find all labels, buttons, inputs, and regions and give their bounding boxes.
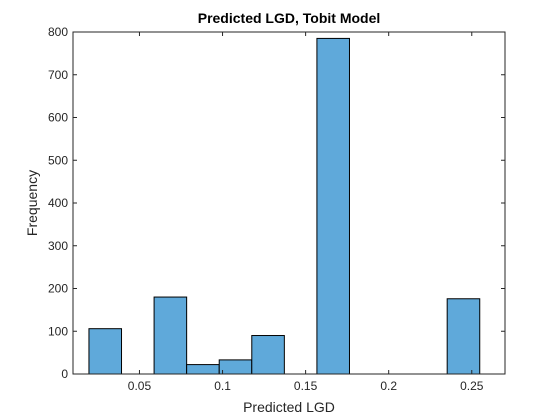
axes-box (72, 31, 506, 375)
histogram-bar (186, 364, 220, 375)
histogram-bar (218, 359, 253, 375)
y-axis-ticks: 0 100 200 300 400 500 600 700 800 (48, 25, 505, 381)
histogram-bar (251, 335, 285, 375)
y-tick-label: 600 (48, 111, 68, 125)
chart-title: Predicted LGD, Tobit Model (198, 10, 381, 26)
x-tick-label: 0.1 (214, 379, 231, 393)
x-tick-label: 0.25 (460, 379, 484, 393)
x-axis-label: Predicted LGD (243, 399, 335, 415)
y-tick-label: 0 (61, 367, 68, 381)
histogram-bar (446, 298, 481, 375)
y-tick-label: 200 (48, 282, 68, 296)
y-tick-label: 500 (48, 153, 68, 167)
x-axis-ticks: 0.05 0.1 0.15 0.2 0.25 (128, 32, 484, 393)
y-tick-label: 100 (48, 324, 68, 338)
y-tick-label: 800 (48, 25, 68, 39)
x-tick-label: 0.2 (380, 379, 397, 393)
y-axis-label: Frequency (24, 170, 40, 236)
histogram-bar (153, 296, 188, 375)
x-tick-label: 0.15 (294, 379, 318, 393)
histogram-bar (316, 37, 350, 375)
y-tick-label: 700 (48, 68, 68, 82)
x-tick-label: 0.05 (128, 379, 152, 393)
histogram-bar (88, 328, 123, 375)
y-tick-label: 400 (48, 196, 68, 210)
y-tick-label: 300 (48, 239, 68, 253)
bars-group (88, 37, 481, 375)
